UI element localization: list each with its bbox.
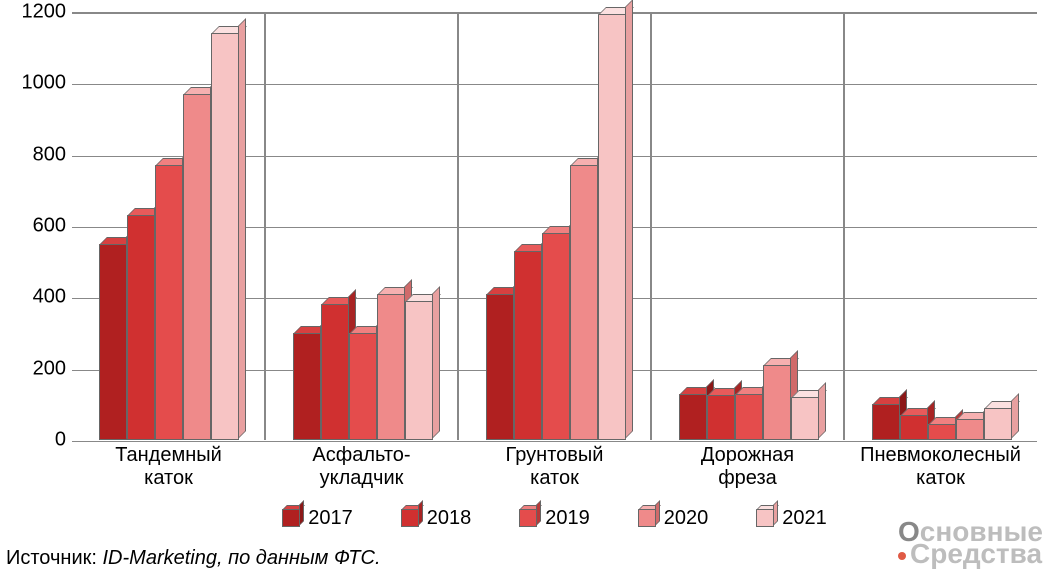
bar-group	[844, 12, 1037, 440]
x-tick-label: Тандемныйкаток	[72, 444, 265, 490]
legend-label: 2020	[664, 507, 709, 530]
bar	[349, 333, 377, 440]
bar	[598, 14, 626, 440]
bar	[405, 301, 433, 440]
bar	[211, 33, 239, 440]
bar	[99, 244, 127, 440]
bar	[293, 333, 321, 440]
y-tick-label: 200	[33, 357, 66, 380]
legend-label: 2018	[427, 507, 472, 530]
legend-item: 2019	[519, 507, 590, 530]
bar-group	[72, 12, 265, 440]
legend-item: 2017	[282, 507, 353, 530]
legend-swatch-icon	[638, 509, 656, 527]
x-axis-labels: ТандемныйкатокАсфальто-укладчикГрунтовый…	[72, 440, 1037, 500]
bar	[763, 365, 791, 440]
legend-swatch-icon	[282, 509, 300, 527]
bar	[707, 395, 735, 440]
chart-plot-area	[72, 12, 1037, 440]
bar	[956, 419, 984, 440]
chart-wrapper: 0 200 400 600 800 1000 1200 ТандемныйкатокАсфа…	[0, 0, 1055, 576]
x-tick-label: Пневмоколесныйкаток	[844, 444, 1037, 490]
legend-swatch-icon	[519, 509, 537, 527]
y-tick-label: 0	[55, 429, 66, 452]
source-prefix: Источник:	[6, 547, 103, 569]
bar	[735, 394, 763, 440]
y-axis: 020040060080010001200	[0, 0, 72, 440]
watermark-dot-icon	[898, 552, 906, 560]
legend-swatch-icon	[756, 509, 774, 527]
legend-label: 2019	[545, 507, 590, 530]
bar	[486, 294, 514, 440]
x-tick-label: Дорожнаяфреза	[651, 444, 844, 490]
legend-label: 2021	[782, 507, 827, 530]
chart-legend: 2017 2018 2019 2020 2021	[72, 500, 1037, 536]
x-tick-label: Асфальто-укладчик	[265, 444, 458, 490]
source-line: Источник: ID-Marketing, по данным ФТС.	[6, 547, 381, 570]
legend-item: 2018	[401, 507, 472, 530]
bar	[679, 394, 707, 440]
bar	[928, 424, 956, 440]
bar-group	[651, 12, 844, 440]
bar	[570, 165, 598, 440]
bar	[872, 404, 900, 440]
y-tick-label: 400	[33, 286, 66, 309]
watermark-line2: Средства	[910, 538, 1042, 569]
legend-label: 2017	[308, 507, 353, 530]
y-tick-label: 800	[33, 143, 66, 166]
x-tick-label: Грунтовыйкаток	[458, 444, 651, 490]
bar	[127, 215, 155, 440]
bar	[900, 415, 928, 440]
legend-item: 2021	[756, 507, 827, 530]
y-tick-label: 1000	[22, 72, 67, 95]
legend-swatch-icon	[401, 509, 419, 527]
bar	[791, 397, 819, 440]
legend-item: 2020	[638, 507, 709, 530]
bar-group	[458, 12, 651, 440]
y-tick-label: 1200	[22, 1, 67, 24]
bar	[183, 94, 211, 440]
bar-group	[265, 12, 458, 440]
bar	[377, 294, 405, 440]
bar	[514, 251, 542, 440]
bar	[321, 304, 349, 440]
bar	[542, 233, 570, 440]
source-text: ID-Marketing, по данным ФТС.	[103, 547, 381, 569]
bar	[984, 408, 1012, 440]
bar	[155, 165, 183, 440]
y-tick-label: 600	[33, 215, 66, 238]
